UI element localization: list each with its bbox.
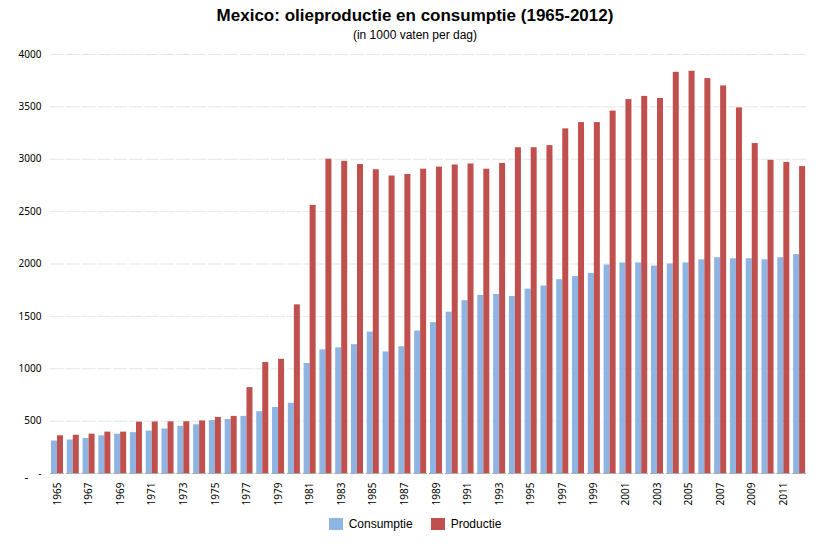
svg-text:2001: 2001 xyxy=(618,483,632,506)
svg-text:1973: 1973 xyxy=(176,482,190,505)
svg-text:1975: 1975 xyxy=(208,482,222,505)
svg-text:3000: 3000 xyxy=(19,151,42,165)
svg-text:1991: 1991 xyxy=(460,483,474,506)
svg-text:500: 500 xyxy=(24,413,41,427)
svg-text:2500: 2500 xyxy=(19,204,42,218)
svg-text:2003: 2003 xyxy=(650,482,664,505)
svg-text:1979: 1979 xyxy=(271,482,285,505)
svg-text:1977: 1977 xyxy=(239,482,253,505)
svg-text:1965: 1965 xyxy=(50,482,64,505)
svg-text:1985: 1985 xyxy=(365,482,379,505)
svg-text:3500: 3500 xyxy=(19,99,42,113)
svg-text:1989: 1989 xyxy=(429,482,443,505)
svg-text:-: - xyxy=(25,469,29,486)
svg-text:2011: 2011 xyxy=(776,483,790,506)
svg-text:1995: 1995 xyxy=(523,482,537,505)
svg-text:2007: 2007 xyxy=(713,482,727,505)
svg-text:1000: 1000 xyxy=(19,361,42,375)
svg-text:1971: 1971 xyxy=(144,483,158,506)
svg-text:1500: 1500 xyxy=(19,309,42,323)
html-text:Mexico: olieproductie en consu: Mexico: olieproductie en consumptie (196… xyxy=(216,6,614,25)
html-text:Productie: Productie xyxy=(450,517,502,531)
html-text:(in 1000 vaten per dag): (in 1000 vaten per dag) xyxy=(353,28,477,42)
svg-text:1967: 1967 xyxy=(81,482,95,505)
svg-text:1997: 1997 xyxy=(555,482,569,505)
svg-text:1981: 1981 xyxy=(302,483,316,506)
html-text:Consumptie: Consumptie xyxy=(348,517,413,531)
svg-text:1969: 1969 xyxy=(113,482,127,505)
svg-text:-: - xyxy=(38,466,41,480)
svg-text:2000: 2000 xyxy=(19,256,42,270)
svg-text:1987: 1987 xyxy=(397,482,411,505)
svg-text:2009: 2009 xyxy=(744,482,758,505)
svg-text:4000: 4000 xyxy=(19,47,42,61)
svg-text:2005: 2005 xyxy=(681,482,695,505)
svg-text:1993: 1993 xyxy=(492,482,506,505)
svg-text:1999: 1999 xyxy=(586,482,600,505)
svg-text:1983: 1983 xyxy=(334,482,348,505)
